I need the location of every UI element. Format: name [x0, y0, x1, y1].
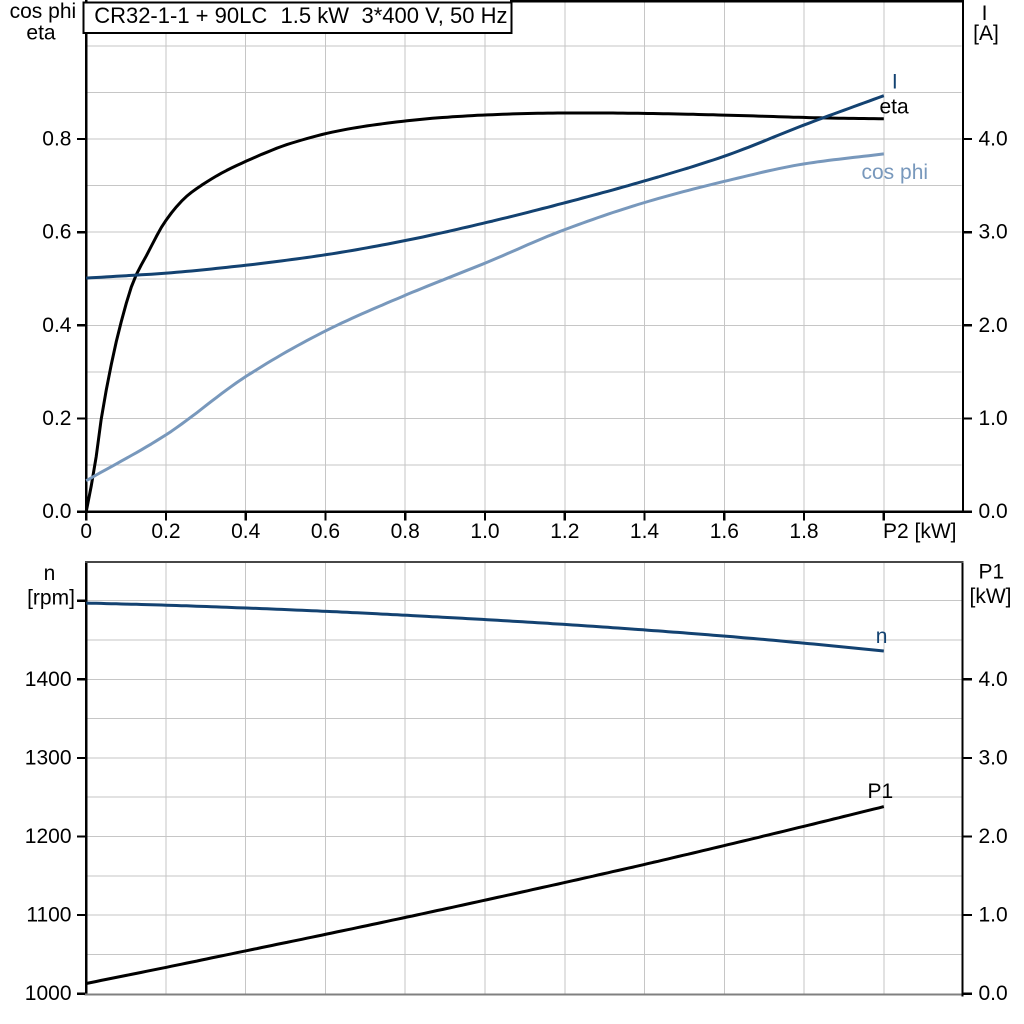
svg-text:0: 0	[80, 520, 92, 543]
svg-text:I: I	[982, 2, 988, 25]
svg-text:4.0: 4.0	[979, 668, 1008, 691]
svg-text:0.6: 0.6	[42, 221, 71, 244]
svg-text:4.0: 4.0	[979, 128, 1008, 151]
svg-text:2.0: 2.0	[979, 314, 1008, 337]
svg-text:2.0: 2.0	[979, 825, 1008, 848]
svg-text:1.0: 1.0	[470, 520, 499, 543]
svg-text:1000: 1000	[25, 982, 72, 1005]
svg-text:eta: eta	[880, 96, 910, 119]
svg-text:3.0: 3.0	[979, 221, 1008, 244]
svg-text:1300: 1300	[25, 746, 72, 769]
svg-text:P1: P1	[978, 561, 1004, 584]
svg-text:[rpm]: [rpm]	[27, 587, 75, 610]
svg-text:cos phi: cos phi	[862, 161, 929, 184]
svg-text:1200: 1200	[25, 825, 72, 848]
svg-text:1.4: 1.4	[630, 520, 660, 543]
svg-text:0.0: 0.0	[979, 982, 1008, 1005]
svg-text:P1: P1	[868, 780, 894, 803]
svg-text:0.0: 0.0	[979, 500, 1008, 523]
svg-text:I: I	[892, 71, 898, 94]
svg-text:3.0: 3.0	[979, 746, 1008, 769]
svg-text:P2 [kW]: P2 [kW]	[883, 520, 957, 543]
svg-text:0.0: 0.0	[42, 500, 71, 523]
svg-text:n: n	[876, 625, 888, 648]
svg-text:eta: eta	[26, 22, 56, 45]
svg-text:[kW]: [kW]	[970, 585, 1012, 608]
svg-text:0.2: 0.2	[42, 407, 71, 430]
svg-text:0.4: 0.4	[42, 314, 72, 337]
svg-text:0.6: 0.6	[311, 520, 340, 543]
svg-text:n: n	[44, 562, 56, 585]
svg-text:cos phi: cos phi	[10, 0, 77, 23]
svg-text:1.0: 1.0	[979, 904, 1008, 927]
svg-text:0.8: 0.8	[42, 128, 71, 151]
svg-text:0.4: 0.4	[231, 520, 261, 543]
svg-text:1400: 1400	[25, 668, 72, 691]
svg-text:0.2: 0.2	[151, 520, 180, 543]
svg-text:0.8: 0.8	[391, 520, 420, 543]
svg-text:[A]: [A]	[973, 22, 999, 45]
svg-text:1.6: 1.6	[710, 520, 739, 543]
svg-text:1100: 1100	[26, 904, 71, 927]
svg-text:1.2: 1.2	[550, 520, 579, 543]
svg-text:1.0: 1.0	[979, 407, 1008, 430]
svg-text:1.8: 1.8	[789, 520, 818, 543]
